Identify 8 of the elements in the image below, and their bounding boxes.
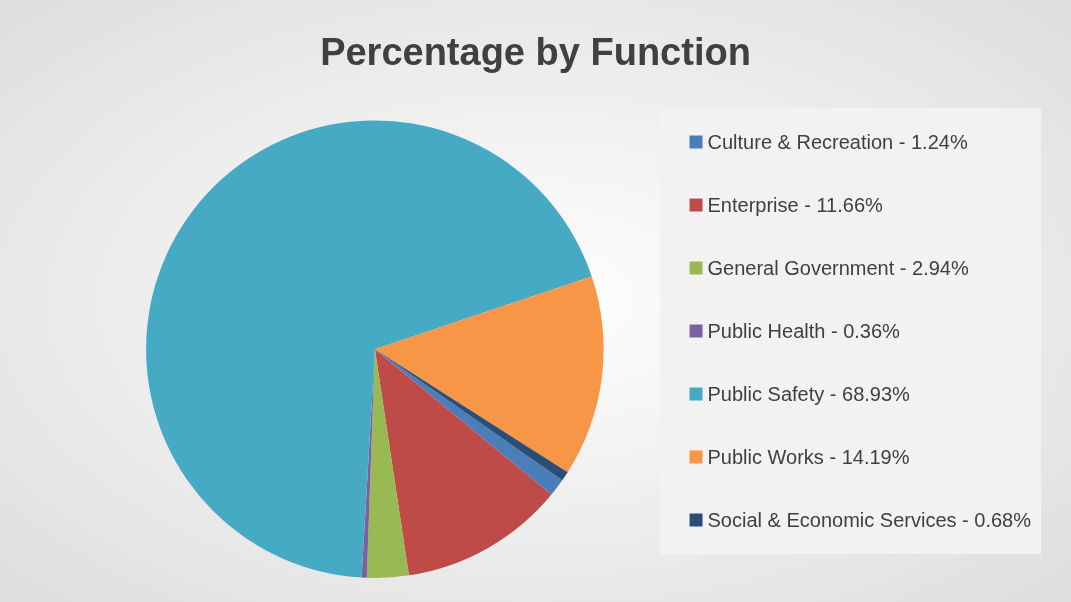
legend-label: Enterprise - 11.66% [707, 194, 884, 216]
legend-label: General Government - 2.94% [707, 257, 969, 279]
chart-title: Percentage by Function [320, 31, 751, 73]
legend-label: Public Works - 14.19% [707, 446, 910, 468]
legend-label: Culture & Recreation - 1.24% [707, 131, 968, 153]
legend-label: Social & Economic Services - 0.68% [707, 509, 1032, 531]
legend-label: Public Safety - 68.93% [707, 383, 911, 405]
legend-label: Public Health - 0.36% [707, 320, 901, 342]
